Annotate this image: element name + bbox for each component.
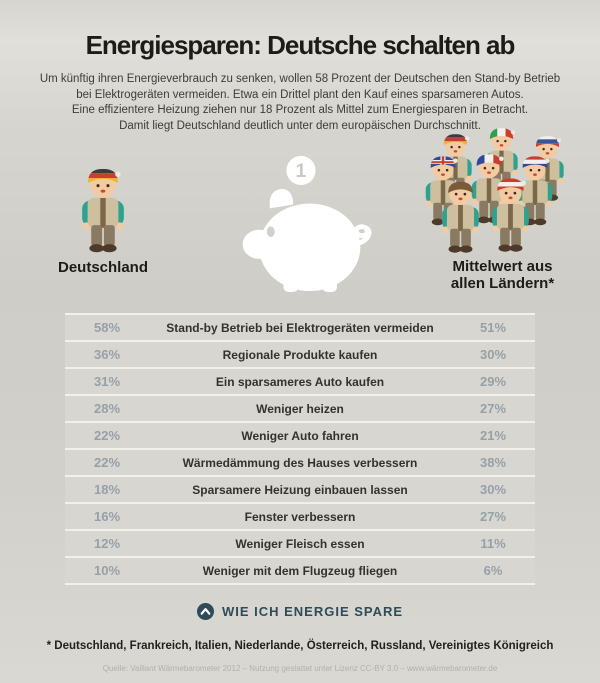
cta-row: WIE ICH ENERGIE SPARE [0,601,600,621]
table-row: 22% Wärmedämmung des Hauses verbessern 38% [65,448,535,475]
measure-label: Weniger Fleisch essen [235,536,365,551]
value-germany: 36% [93,347,121,362]
average-column: Mittelwert aus allen Ländern* [415,128,590,292]
coin-value: 1 [296,160,307,182]
intro-line: Eine effizientere Heizung ziehen nur 18 … [71,104,529,116]
country-footnote: * Deutschland, Frankreich, Italien, Nied… [46,640,554,652]
value-germany: 58% [93,320,121,335]
value-average: 27% [479,509,507,524]
value-germany: 16% [93,509,121,524]
source-line: Quelle: Vaillant Wärmebarometer 2012 – N… [102,664,498,673]
measure-label: Weniger mit dem Flugzeug fliegen [202,563,398,578]
intro-text: Um künftig ihren Energieverbrauch zu sen… [0,72,600,134]
value-germany: 31% [93,374,121,389]
value-average: 51% [479,320,507,335]
kid-figure-united-kingdom [419,154,467,229]
arrow-up-circle-icon [196,602,214,620]
intro-line: Damit liegt Deutschland deutlich unter d… [119,119,481,132]
germany-column: Deutschland [40,166,166,276]
kid-figure-kid [435,177,486,257]
measure-label: Fenster verbessern [244,509,356,524]
value-germany: 12% [93,536,121,551]
measure-label: Stand-by Betrieb bei Elektrogeräten verm… [166,320,434,335]
value-average: 30% [479,482,507,497]
value-average: 29% [479,374,507,389]
table-row: 10% Weniger mit dem Flugzeug fliegen 6% [65,556,535,585]
comparison-table: 58% Stand-by Betrieb bei Elektrogeräten v… [65,313,535,585]
value-average: 38% [479,455,507,470]
table-row: 36% Regionale Produkte kaufen 30% [65,340,535,367]
value-germany: 28% [93,401,121,416]
value-average: 30% [479,347,507,362]
table-row: 12% Weniger Fleisch essen 11% [65,529,535,556]
kid-figure-netherlands [511,154,559,229]
table-row: 16% Fenster verbessern 27% [65,502,535,529]
page-title: Energiesparen: Deutsche schalten ab [85,30,516,60]
kid-figure-germany [74,166,132,257]
measure-label: Weniger Auto fahren [241,428,359,443]
value-germany: 18% [93,482,121,497]
value-average: 27% [479,401,507,416]
table-row: 28% Weniger heizen 27% [65,394,535,421]
value-average: 21% [479,428,507,443]
measure-label: Ein sparsameres Auto kaufen [215,374,385,389]
intro-line: bei Elektrogeräten vermeiden. Etwa ein D… [76,88,524,101]
kid-figure-austria [485,176,536,256]
measure-label: Regionale Produkte kaufen [222,347,378,362]
cta-label: WIE ICH ENERGIE SPARE [221,603,404,619]
table-row: 58% Stand-by Betrieb bei Elektrogeräten v… [65,313,535,340]
table-row: 22% Weniger Auto fahren 21% [65,421,535,448]
piggy-bank-column: 1 [225,150,375,298]
average-label: Mittelwert aus allen Ländern* [450,258,555,292]
intro-line: Um künftig ihren Energieverbrauch zu sen… [39,73,561,85]
value-germany: 10% [93,563,121,578]
table-row: 31% Ein sparsameres Auto kaufen 29% [65,367,535,394]
measure-label: Wärmedämmung des Hauses verbessern [182,455,418,470]
measure-label: Weniger heizen [256,401,344,416]
table-row: 18% Sparsamere Heizung einbauen lassen 30% [65,475,535,502]
piggy-bank-icon: 1 [242,155,372,293]
value-germany: 22% [93,428,121,443]
measure-label: Sparsamere Heizung einbauen lassen [192,482,408,497]
value-germany: 22% [93,455,121,470]
group-figures [423,128,583,257]
value-average: 6% [483,563,503,578]
germany-label: Deutschland [57,259,148,276]
value-average: 11% [480,536,506,551]
